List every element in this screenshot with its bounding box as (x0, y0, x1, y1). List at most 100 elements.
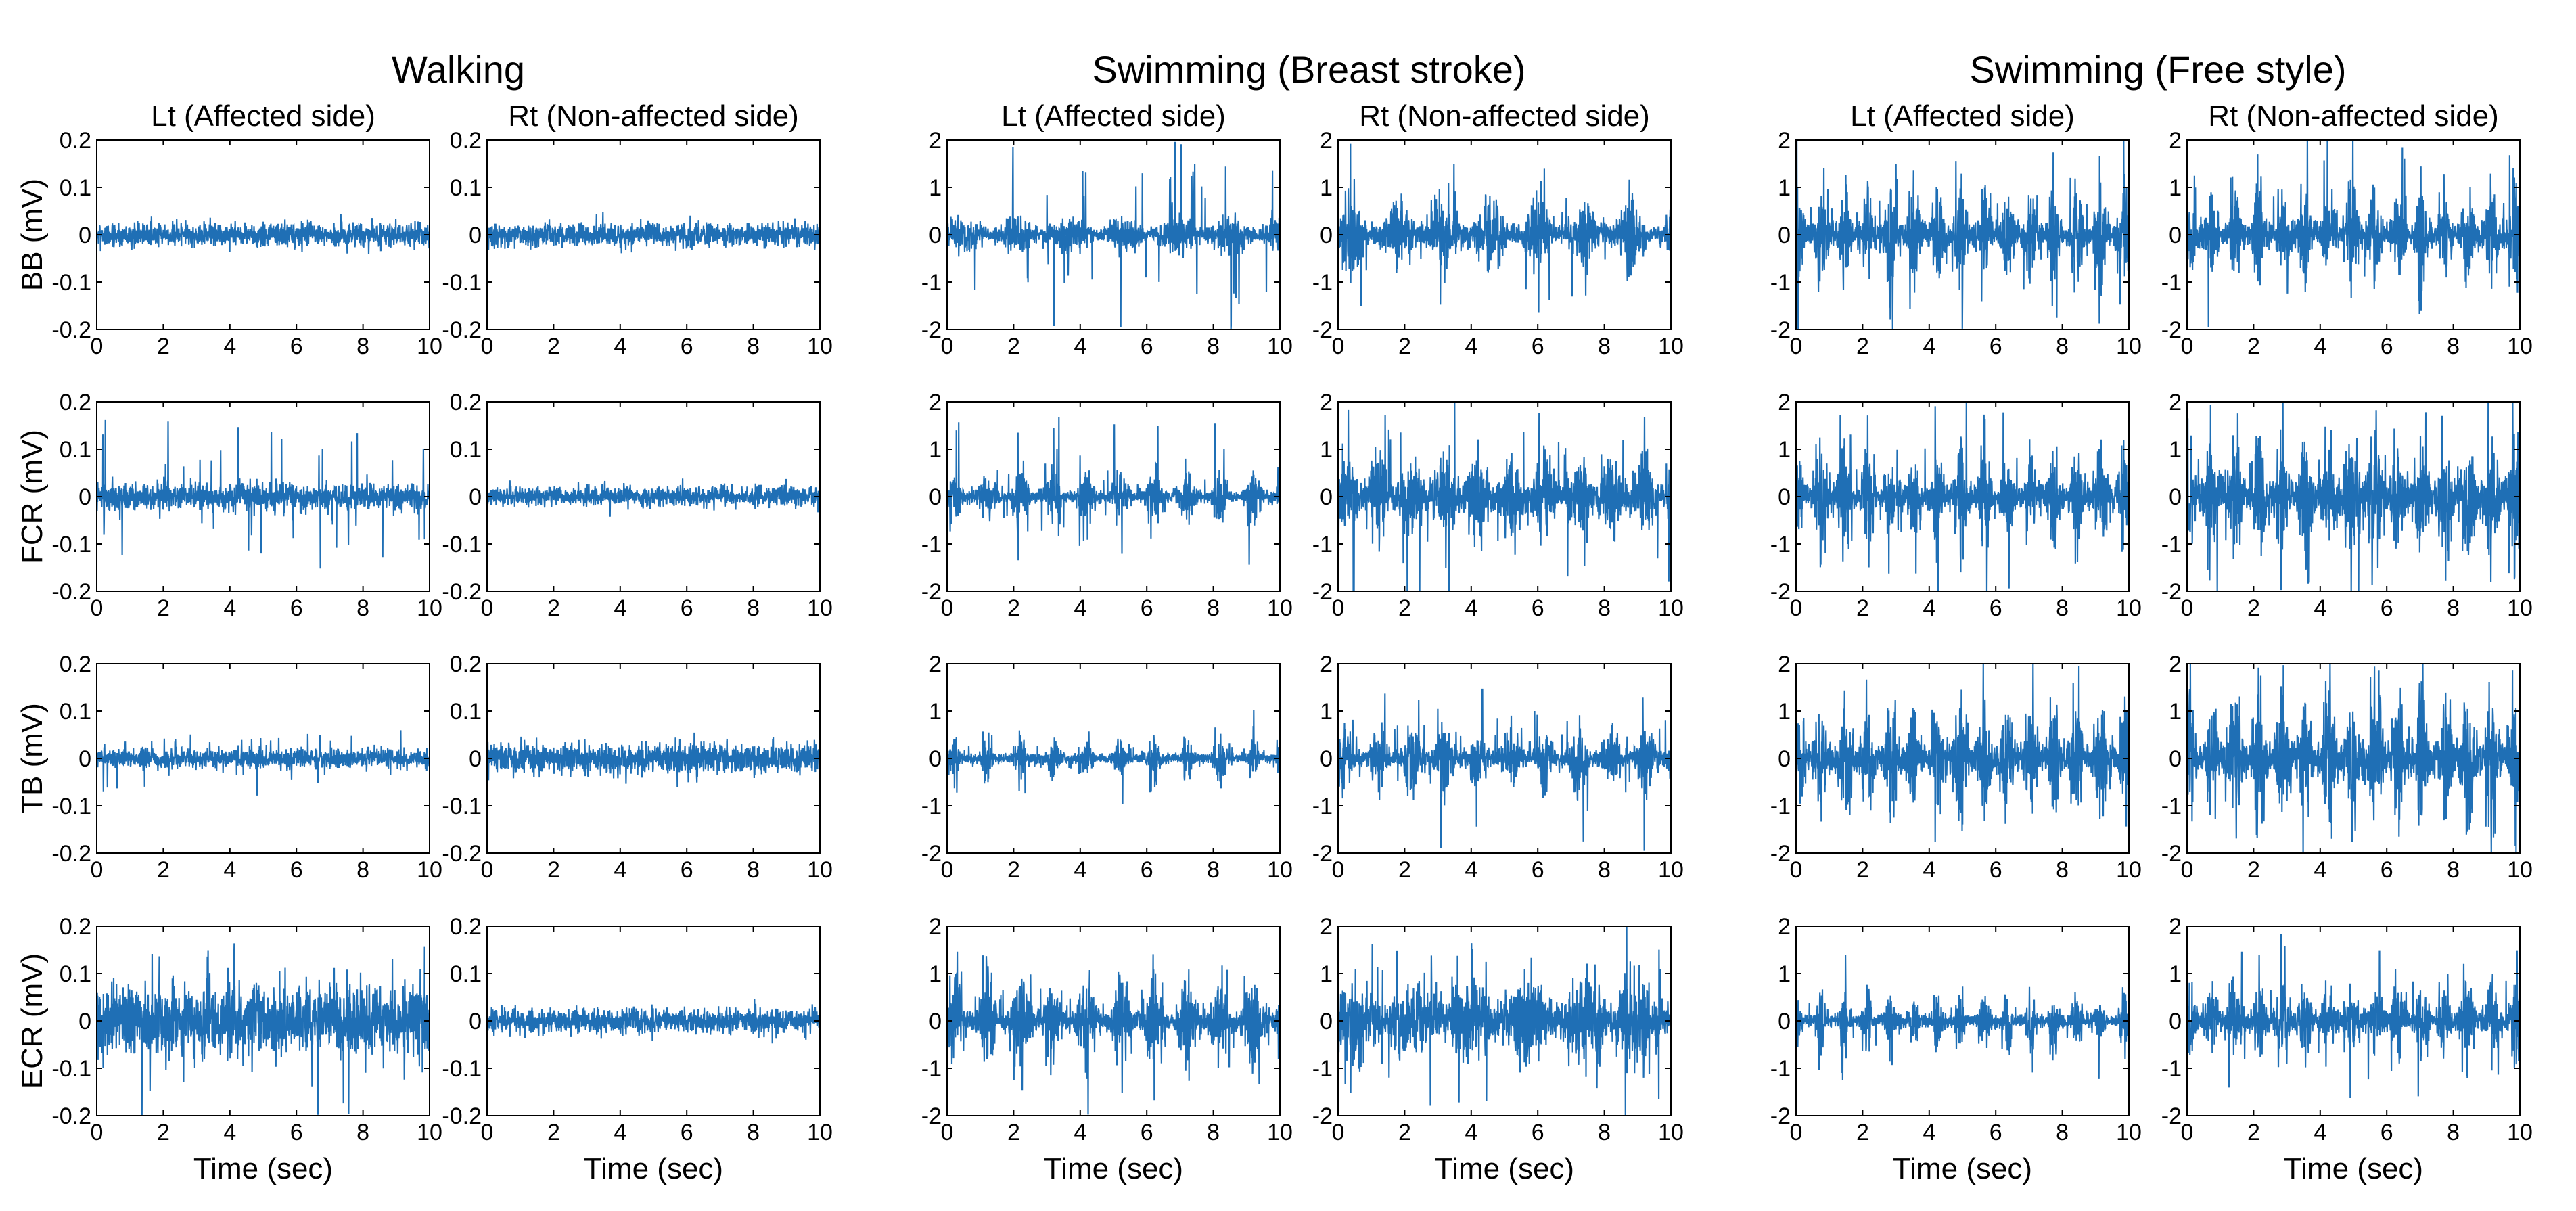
x-tick-label: 8 (2447, 857, 2460, 883)
x-tick-label: 8 (2447, 595, 2460, 621)
x-tick-label: 8 (1207, 1120, 1220, 1145)
x-tick-label: 10 (2116, 1120, 2142, 1145)
emg-panel: -0.2 -0.1 0 0.1 0.2 0 2 4 6 8 10 (51, 652, 442, 883)
y-tick-label: -0.1 (442, 532, 482, 557)
x-tick-label: 10 (1267, 1120, 1293, 1145)
x-tick-label: 4 (1465, 1120, 1477, 1145)
x-tick-label: 8 (1207, 595, 1220, 621)
x-tick-label: 8 (2056, 857, 2069, 883)
y-tick-label: 0.1 (450, 175, 482, 201)
emg-panel: -0.2 -0.1 0 0.1 0.2 0 2 4 6 8 10 (442, 390, 833, 621)
y-tick-label: -2 (1770, 579, 1791, 605)
y-tick-label: 2 (2169, 390, 2182, 415)
y-tick-label: 2 (1320, 390, 1333, 415)
y-tick-label: -1 (2161, 1056, 2182, 1082)
x-tick-label: 8 (2056, 1120, 2069, 1145)
x-tick-label: 2 (2247, 1120, 2260, 1145)
emg-signal-line (1338, 402, 1671, 591)
emg-signal-line (97, 943, 430, 1116)
y-tick-label: 0.1 (450, 699, 482, 725)
y-tick-label: 2 (2169, 652, 2182, 677)
y-tick-label: -0.2 (442, 317, 482, 343)
y-tick-label: 0.2 (450, 390, 482, 415)
y-tick-label: 0 (1778, 746, 1791, 772)
emg-signal-line (2187, 140, 2520, 327)
y-tick-label: 0 (78, 484, 91, 510)
y-tick-label: 1 (929, 437, 942, 463)
y-tick-label: 0 (78, 746, 91, 772)
y-tick-label: -2 (1770, 317, 1791, 343)
emg-signal-line (1796, 402, 2129, 591)
y-tick-label: 0.1 (60, 175, 91, 201)
x-tick-label: 6 (1532, 857, 1544, 883)
y-tick-label: -0.1 (442, 794, 482, 819)
emg-signal-line (1338, 688, 1671, 851)
x-tick-label: 0 (1790, 1120, 1803, 1145)
x-axis-label: Time (sec) (193, 1152, 333, 1185)
y-tick-label: 1 (1320, 437, 1333, 463)
emg-panel: -2 -1 0 1 2 0 2 4 6 8 10 (1770, 652, 2142, 883)
x-tick-label: 10 (807, 595, 833, 621)
y-tick-label: -1 (2161, 532, 2182, 557)
x-tick-label: 6 (2380, 1120, 2393, 1145)
emg-signal-line (2187, 664, 2520, 853)
x-tick-label: 0 (1332, 334, 1345, 359)
y-tick-label: 2 (929, 128, 942, 154)
muscle-label: BB (mV) (16, 179, 49, 291)
y-tick-label: 1 (1778, 437, 1791, 463)
x-tick-label: 8 (1598, 334, 1611, 359)
y-tick-label: 0 (469, 1009, 482, 1034)
y-tick-label: -2 (921, 579, 942, 605)
emg-panel: -2 -1 0 1 2 0 2 4 6 8 10 (1312, 390, 1684, 621)
x-tick-label: 10 (807, 857, 833, 883)
y-tick-label: 0 (469, 484, 482, 510)
x-tick-label: 4 (614, 1120, 626, 1145)
y-tick-label: 1 (2169, 175, 2182, 201)
emg-signal-line (97, 730, 430, 796)
x-axis-label: Time (sec) (2284, 1152, 2423, 1185)
x-tick-label: 8 (747, 334, 760, 359)
y-tick-label: 1 (1320, 961, 1333, 987)
emg-signal-line (1338, 143, 1671, 313)
x-tick-label: 0 (91, 334, 104, 359)
x-tick-label: 4 (614, 857, 626, 883)
y-tick-label: -2 (921, 317, 942, 343)
x-axis-label: Time (sec) (1893, 1152, 2032, 1185)
x-tick-label: 10 (2116, 595, 2142, 621)
y-tick-label: -2 (2161, 841, 2182, 867)
x-tick-label: 8 (2447, 334, 2460, 359)
emg-signal-line (97, 419, 430, 569)
y-tick-label: 0 (929, 746, 942, 772)
x-tick-label: 0 (2181, 334, 2194, 359)
y-tick-label: 0 (1778, 484, 1791, 510)
x-tick-label: 2 (157, 334, 170, 359)
x-tick-label: 0 (1332, 857, 1345, 883)
y-tick-label: 0 (2169, 484, 2182, 510)
x-tick-label: 4 (614, 334, 626, 359)
y-tick-label: 1 (929, 175, 942, 201)
y-tick-label: -0.2 (51, 317, 91, 343)
y-tick-label: 0 (469, 223, 482, 248)
x-tick-label: 4 (2314, 334, 2326, 359)
y-tick-label: 2 (1778, 652, 1791, 677)
y-tick-label: 2 (929, 652, 942, 677)
y-tick-label: 0.2 (60, 652, 91, 677)
x-tick-label: 2 (1398, 334, 1411, 359)
x-tick-label: 0 (941, 1120, 954, 1145)
y-tick-label: 2 (1778, 914, 1791, 940)
y-tick-label: 0 (2169, 1009, 2182, 1034)
y-tick-label: 0 (1320, 223, 1333, 248)
y-tick-label: 1 (1778, 699, 1791, 725)
x-tick-label: 6 (2380, 595, 2393, 621)
y-tick-label: 0 (2169, 746, 2182, 772)
x-tick-label: 0 (91, 1120, 104, 1145)
x-tick-label: 6 (1990, 595, 2002, 621)
x-tick-label: 6 (1141, 857, 1153, 883)
x-tick-label: 2 (1007, 595, 1020, 621)
emg-panel: -0.2 -0.1 0 0.1 0.2 0 2 4 6 8 10 (442, 914, 833, 1145)
emg-signal-line (487, 212, 820, 254)
x-tick-label: 6 (1532, 595, 1544, 621)
y-tick-label: -2 (1770, 1103, 1791, 1129)
emg-signal-line (2187, 402, 2520, 591)
y-tick-label: 0 (78, 223, 91, 248)
